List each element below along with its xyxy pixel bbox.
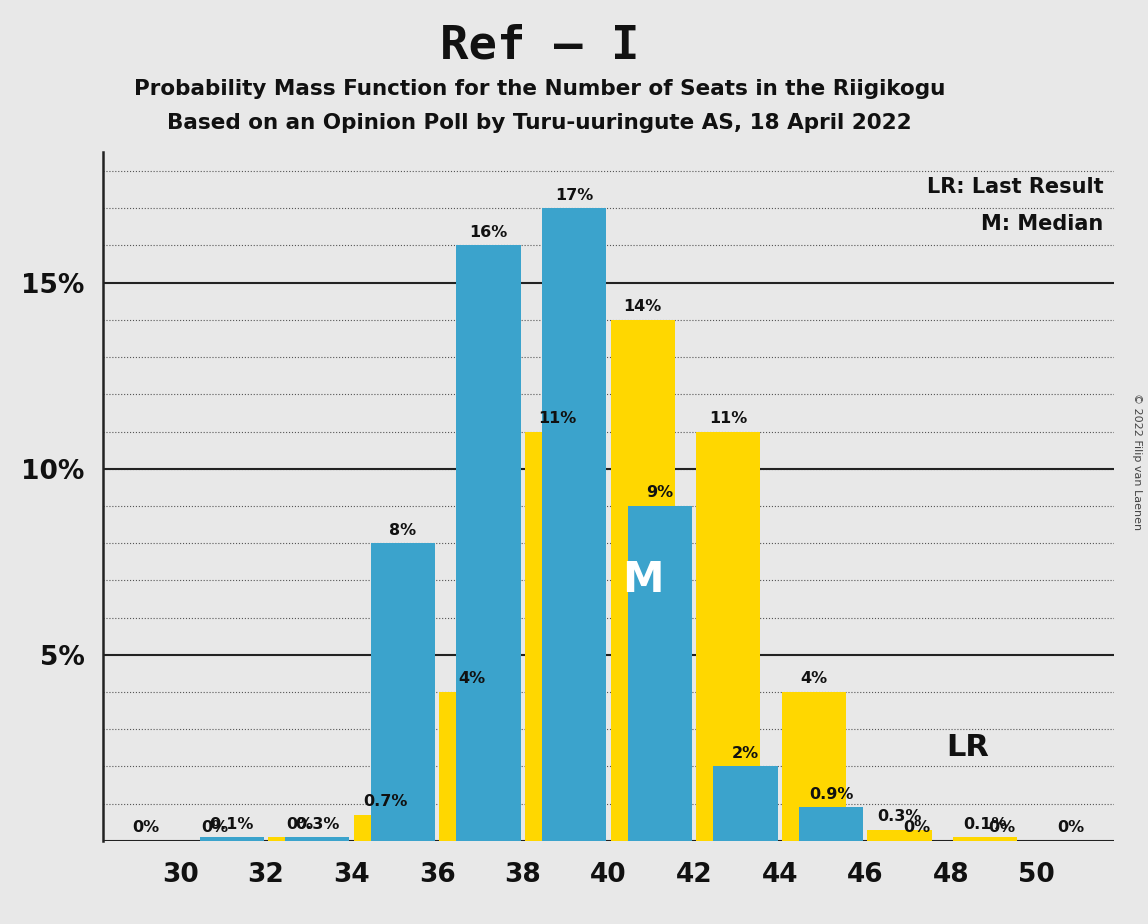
Bar: [200, 837, 264, 841]
Text: 16%: 16%: [470, 225, 507, 240]
Text: 0%: 0%: [132, 821, 160, 835]
Bar: [440, 692, 504, 841]
Bar: [525, 432, 589, 841]
Text: 8%: 8%: [389, 523, 417, 538]
Bar: [285, 837, 349, 841]
Bar: [457, 246, 521, 841]
Text: Ref – I: Ref – I: [440, 23, 639, 68]
Text: 14%: 14%: [623, 299, 661, 314]
Text: Based on an Opinion Poll by Turu-uuringute AS, 18 April 2022: Based on an Opinion Poll by Turu-uuringu…: [168, 113, 912, 133]
Text: M: Median: M: Median: [982, 214, 1103, 235]
Text: 17%: 17%: [556, 188, 594, 202]
Text: © 2022 Filip van Laenen: © 2022 Filip van Laenen: [1132, 394, 1142, 530]
Text: Probability Mass Function for the Number of Seats in the Riigikogu: Probability Mass Function for the Number…: [134, 79, 945, 99]
Bar: [354, 815, 418, 841]
Bar: [713, 766, 777, 841]
Text: 0%: 0%: [201, 821, 228, 835]
Bar: [371, 543, 435, 841]
Bar: [953, 837, 1017, 841]
Bar: [542, 208, 606, 841]
Bar: [782, 692, 846, 841]
Bar: [611, 320, 675, 841]
Text: 0%: 0%: [903, 821, 930, 835]
Text: 0.1%: 0.1%: [963, 817, 1007, 832]
Bar: [696, 432, 760, 841]
Bar: [269, 837, 332, 841]
Text: 0%: 0%: [988, 821, 1016, 835]
Text: 4%: 4%: [458, 672, 484, 687]
Text: 0.7%: 0.7%: [364, 795, 408, 809]
Bar: [799, 808, 863, 841]
Text: 11%: 11%: [538, 411, 576, 426]
Text: 0.3%: 0.3%: [877, 809, 922, 824]
Bar: [628, 506, 692, 841]
Text: M: M: [622, 559, 664, 602]
Text: 0%: 0%: [1057, 821, 1085, 835]
Text: 9%: 9%: [646, 485, 674, 501]
Text: 4%: 4%: [800, 672, 828, 687]
Text: 0.3%: 0.3%: [295, 817, 340, 832]
Text: 11%: 11%: [709, 411, 747, 426]
Text: LR: Last Result: LR: Last Result: [926, 176, 1103, 197]
Text: 0.9%: 0.9%: [809, 786, 853, 802]
Text: LR: LR: [947, 734, 990, 762]
Text: 0.1%: 0.1%: [210, 817, 254, 832]
Text: 2%: 2%: [732, 746, 759, 760]
Text: 0%: 0%: [287, 817, 313, 832]
Bar: [868, 830, 932, 841]
